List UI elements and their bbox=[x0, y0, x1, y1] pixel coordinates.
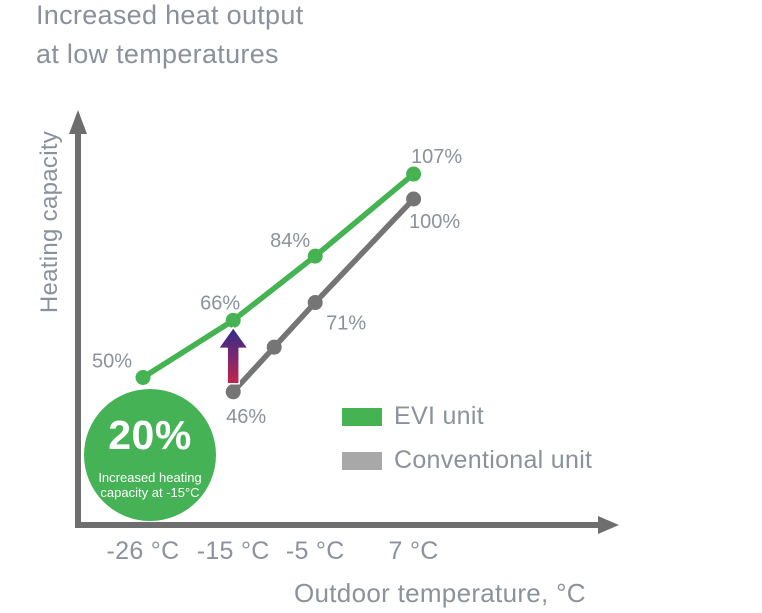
evi-line bbox=[140, 171, 417, 381]
x-tick-label: 7 °C bbox=[388, 537, 439, 565]
evi-data-point bbox=[307, 248, 323, 264]
x-tick-label: -5 °C bbox=[285, 537, 345, 565]
evi-data-point-label: 84% bbox=[270, 230, 310, 252]
badge-caption: Increased heating capacity at -15°C bbox=[84, 470, 216, 500]
legend-item-conventional: Conventional unit bbox=[342, 446, 592, 475]
y-axis-arrowhead bbox=[69, 110, 87, 134]
x-tick-label: -15 °C bbox=[196, 537, 270, 565]
evi-data-point-label: 50% bbox=[92, 351, 132, 373]
increase-badge: 20% Increased heating capacity at -15°C bbox=[84, 389, 216, 521]
x-axis-arrowhead bbox=[598, 516, 619, 534]
x-tick-label: -26 °C bbox=[106, 537, 180, 565]
badge-percentage: 20% bbox=[108, 412, 192, 458]
x-axis-label: Outdoor temperature, °C bbox=[294, 578, 586, 608]
evi-legend-swatch bbox=[342, 407, 382, 426]
conventional-data-point bbox=[266, 339, 282, 355]
conventional-data-point-label: 71% bbox=[326, 313, 366, 335]
chart-title-line1: Increased heat output bbox=[36, 0, 304, 30]
chart-title: Increased heat output at low temperature… bbox=[36, 0, 304, 74]
conventional-data-point bbox=[307, 295, 323, 311]
conventional-data-point-label: 46% bbox=[226, 406, 266, 428]
evi-data-point-label: 107% bbox=[411, 146, 462, 168]
badge-caption-line2: capacity at -15°C bbox=[100, 484, 200, 500]
chart-title-line2: at low temperatures bbox=[36, 39, 279, 69]
conventional-legend-label: Conventional unit bbox=[394, 446, 593, 474]
evi-data-point bbox=[135, 370, 151, 385]
evi-data-point-label: 66% bbox=[200, 292, 240, 314]
evi-legend-label: EVI unit bbox=[394, 402, 484, 430]
evi-data-point bbox=[406, 166, 422, 182]
badge-caption-line1: Increased heating bbox=[98, 470, 202, 485]
conventional-legend-swatch bbox=[342, 451, 382, 470]
conventional-data-point bbox=[225, 384, 241, 400]
conventional-data-point bbox=[406, 191, 422, 207]
conventional-data-point-label: 100% bbox=[409, 211, 460, 233]
increase-arrow bbox=[217, 326, 249, 385]
legend-item-evi: EVI unit bbox=[342, 402, 484, 431]
conventional-line bbox=[230, 196, 417, 395]
evi-data-point bbox=[225, 312, 241, 328]
